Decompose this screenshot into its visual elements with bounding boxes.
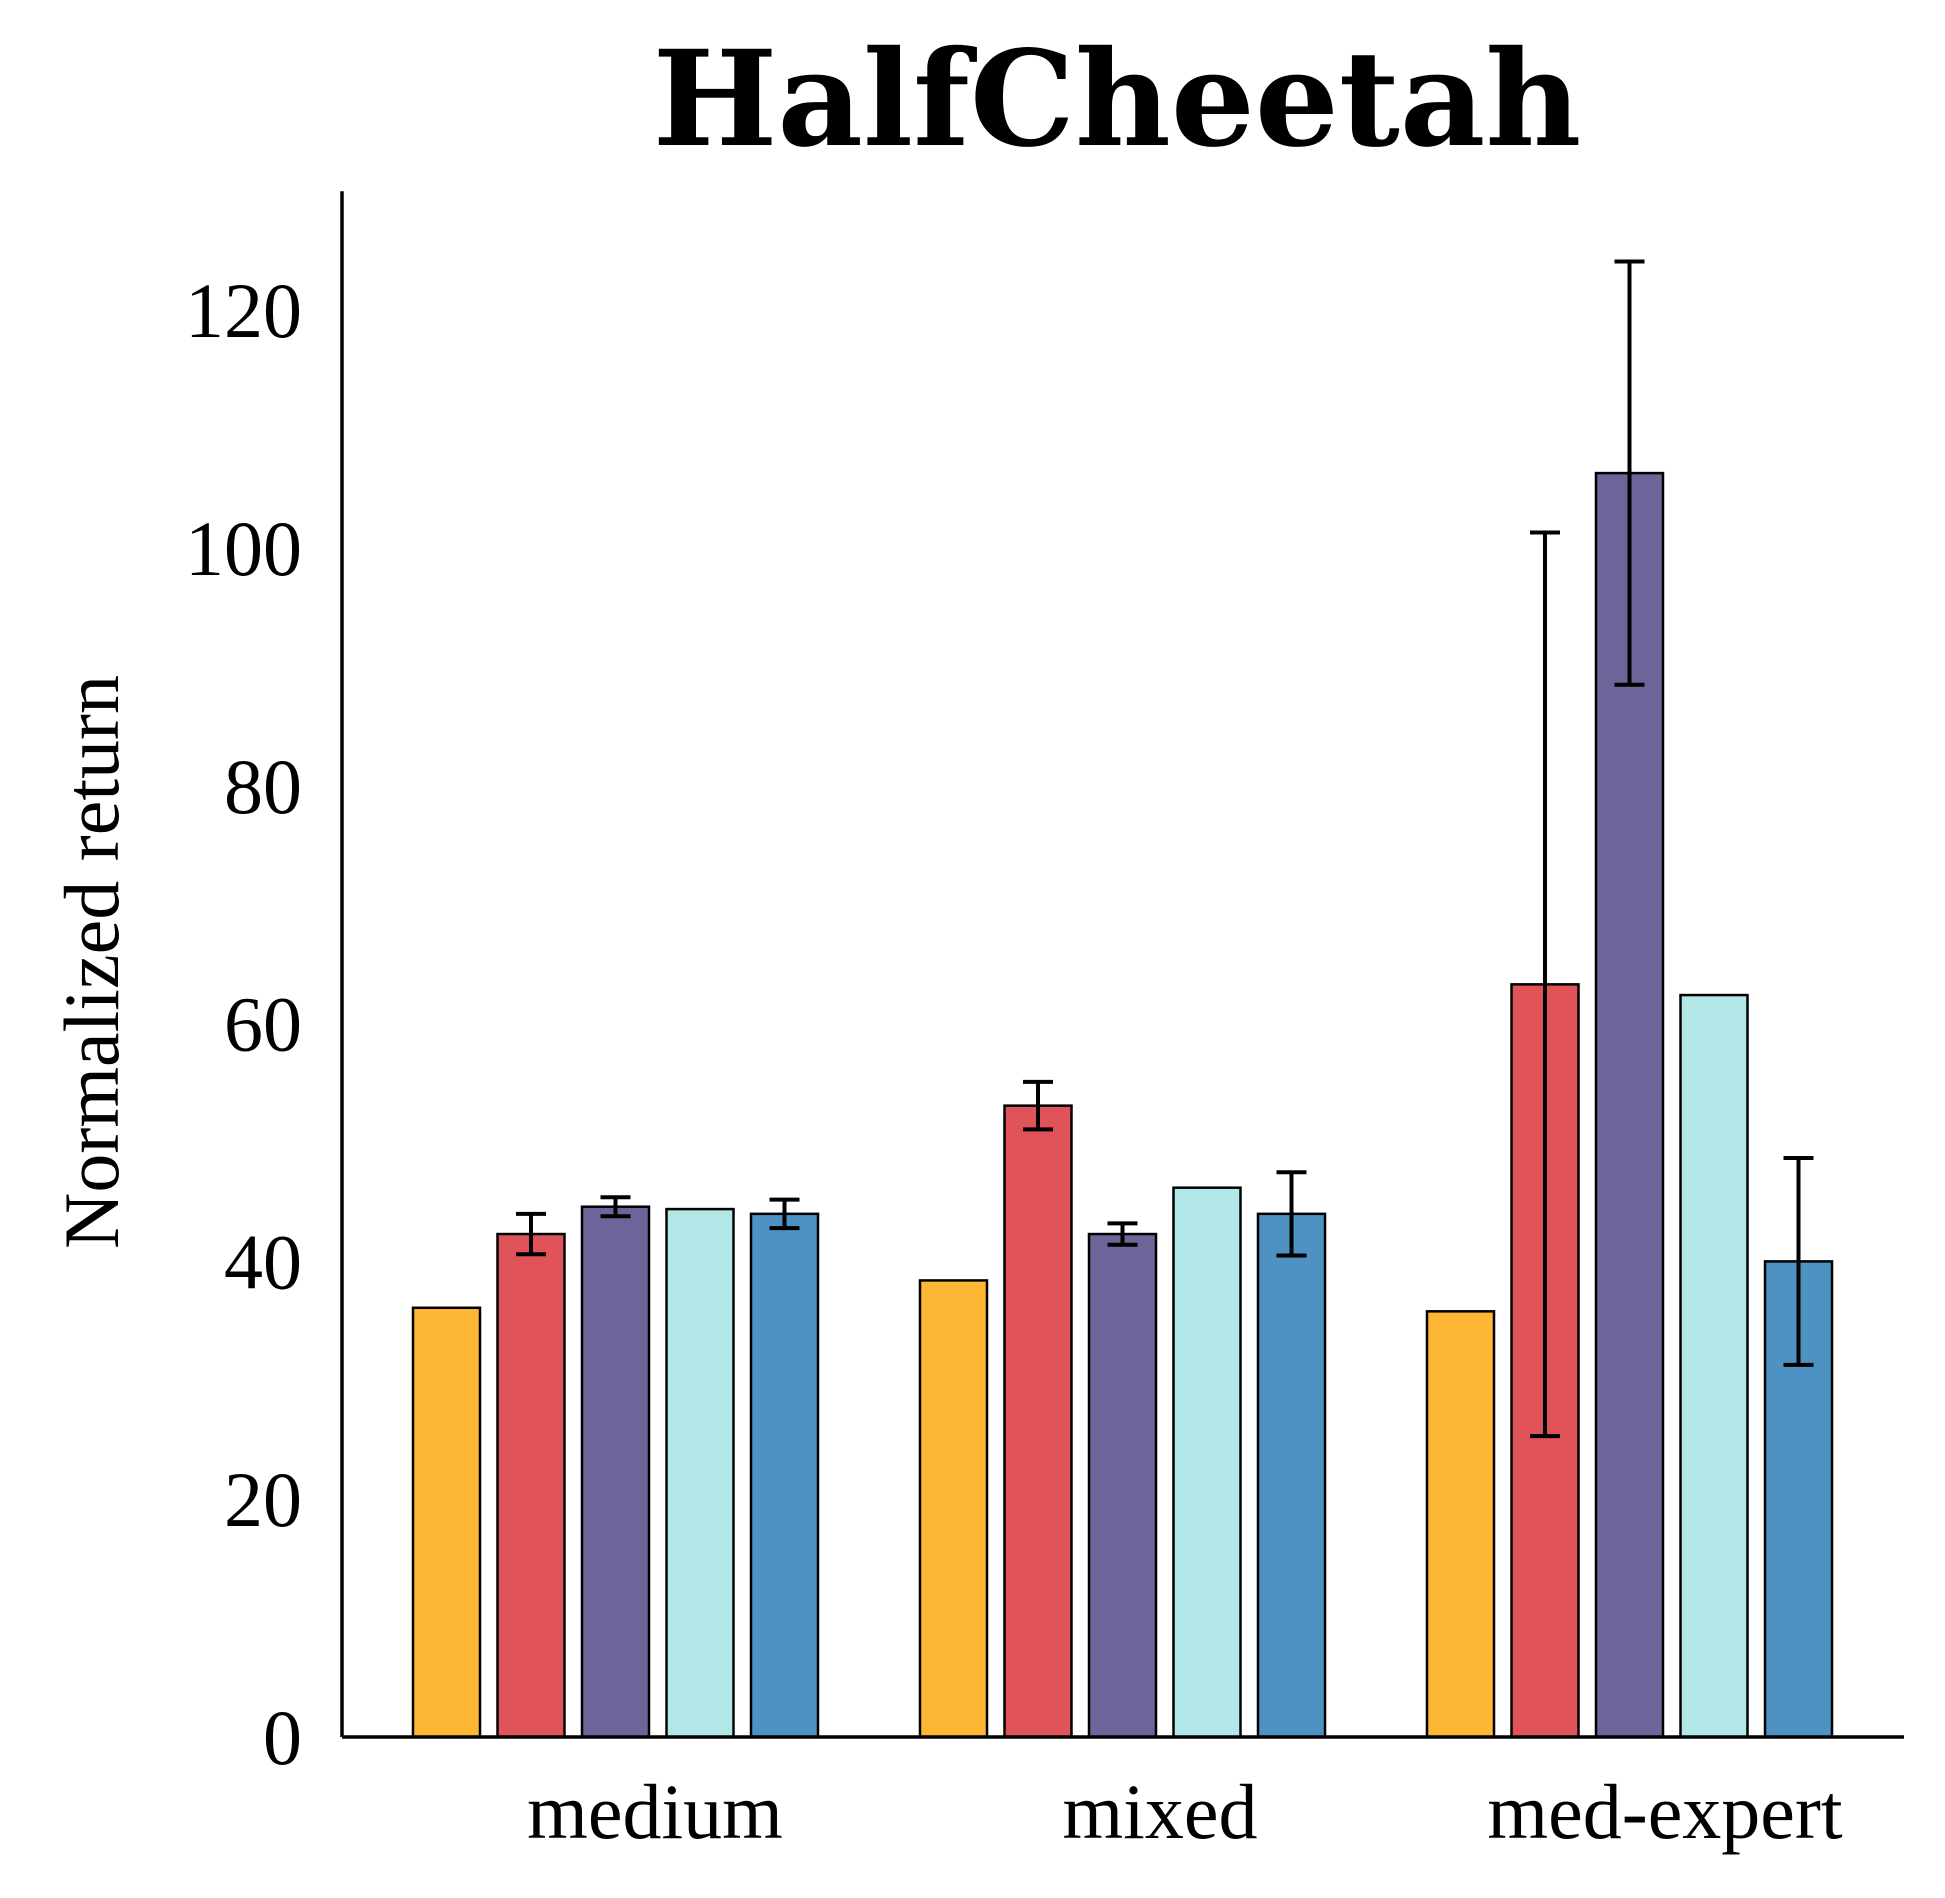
y-tick-label: 100 [185,505,302,592]
error-bars [516,259,1814,1439]
error-bar [1276,1170,1307,1258]
x-tick-label: med-expert [1487,1768,1842,1855]
bar [496,1232,566,1739]
bar [1679,993,1749,1739]
chart-title: HalfCheetah [653,22,1582,177]
bar [1425,1310,1496,1739]
error-bar [1783,1155,1814,1367]
y-tick-label: 40 [224,1218,302,1305]
x-tick-label: medium [527,1768,783,1855]
bar [665,1207,735,1739]
bar [749,1212,820,1739]
bar [580,1205,651,1739]
y-tick-label: 120 [185,267,302,354]
y-tick-label: 80 [224,743,302,830]
bar [411,1306,482,1739]
bar [1087,1232,1158,1739]
y-tick-label: 60 [224,981,302,1068]
x-axis-labels: medium mixed med-expert [527,1768,1843,1855]
error-bar [1107,1221,1138,1247]
bars [411,471,1834,1739]
error-bar [600,1195,631,1219]
bar [918,1279,989,1739]
y-tick-label: 0 [263,1694,302,1781]
y-axis-ticks: 0 20 40 60 80 100 120 [185,267,302,1781]
bar [1003,1104,1073,1739]
y-tick-label: 20 [224,1456,302,1543]
error-bar [1023,1079,1053,1132]
y-axis-label: Normalized return [48,675,135,1249]
error-bar [769,1197,800,1231]
x-tick-label: mixed [1063,1768,1258,1855]
error-bar [516,1211,546,1257]
error-bar [1614,259,1645,687]
bar [1256,1212,1327,1739]
error-bar [1530,530,1560,1439]
bar [1172,1186,1242,1739]
